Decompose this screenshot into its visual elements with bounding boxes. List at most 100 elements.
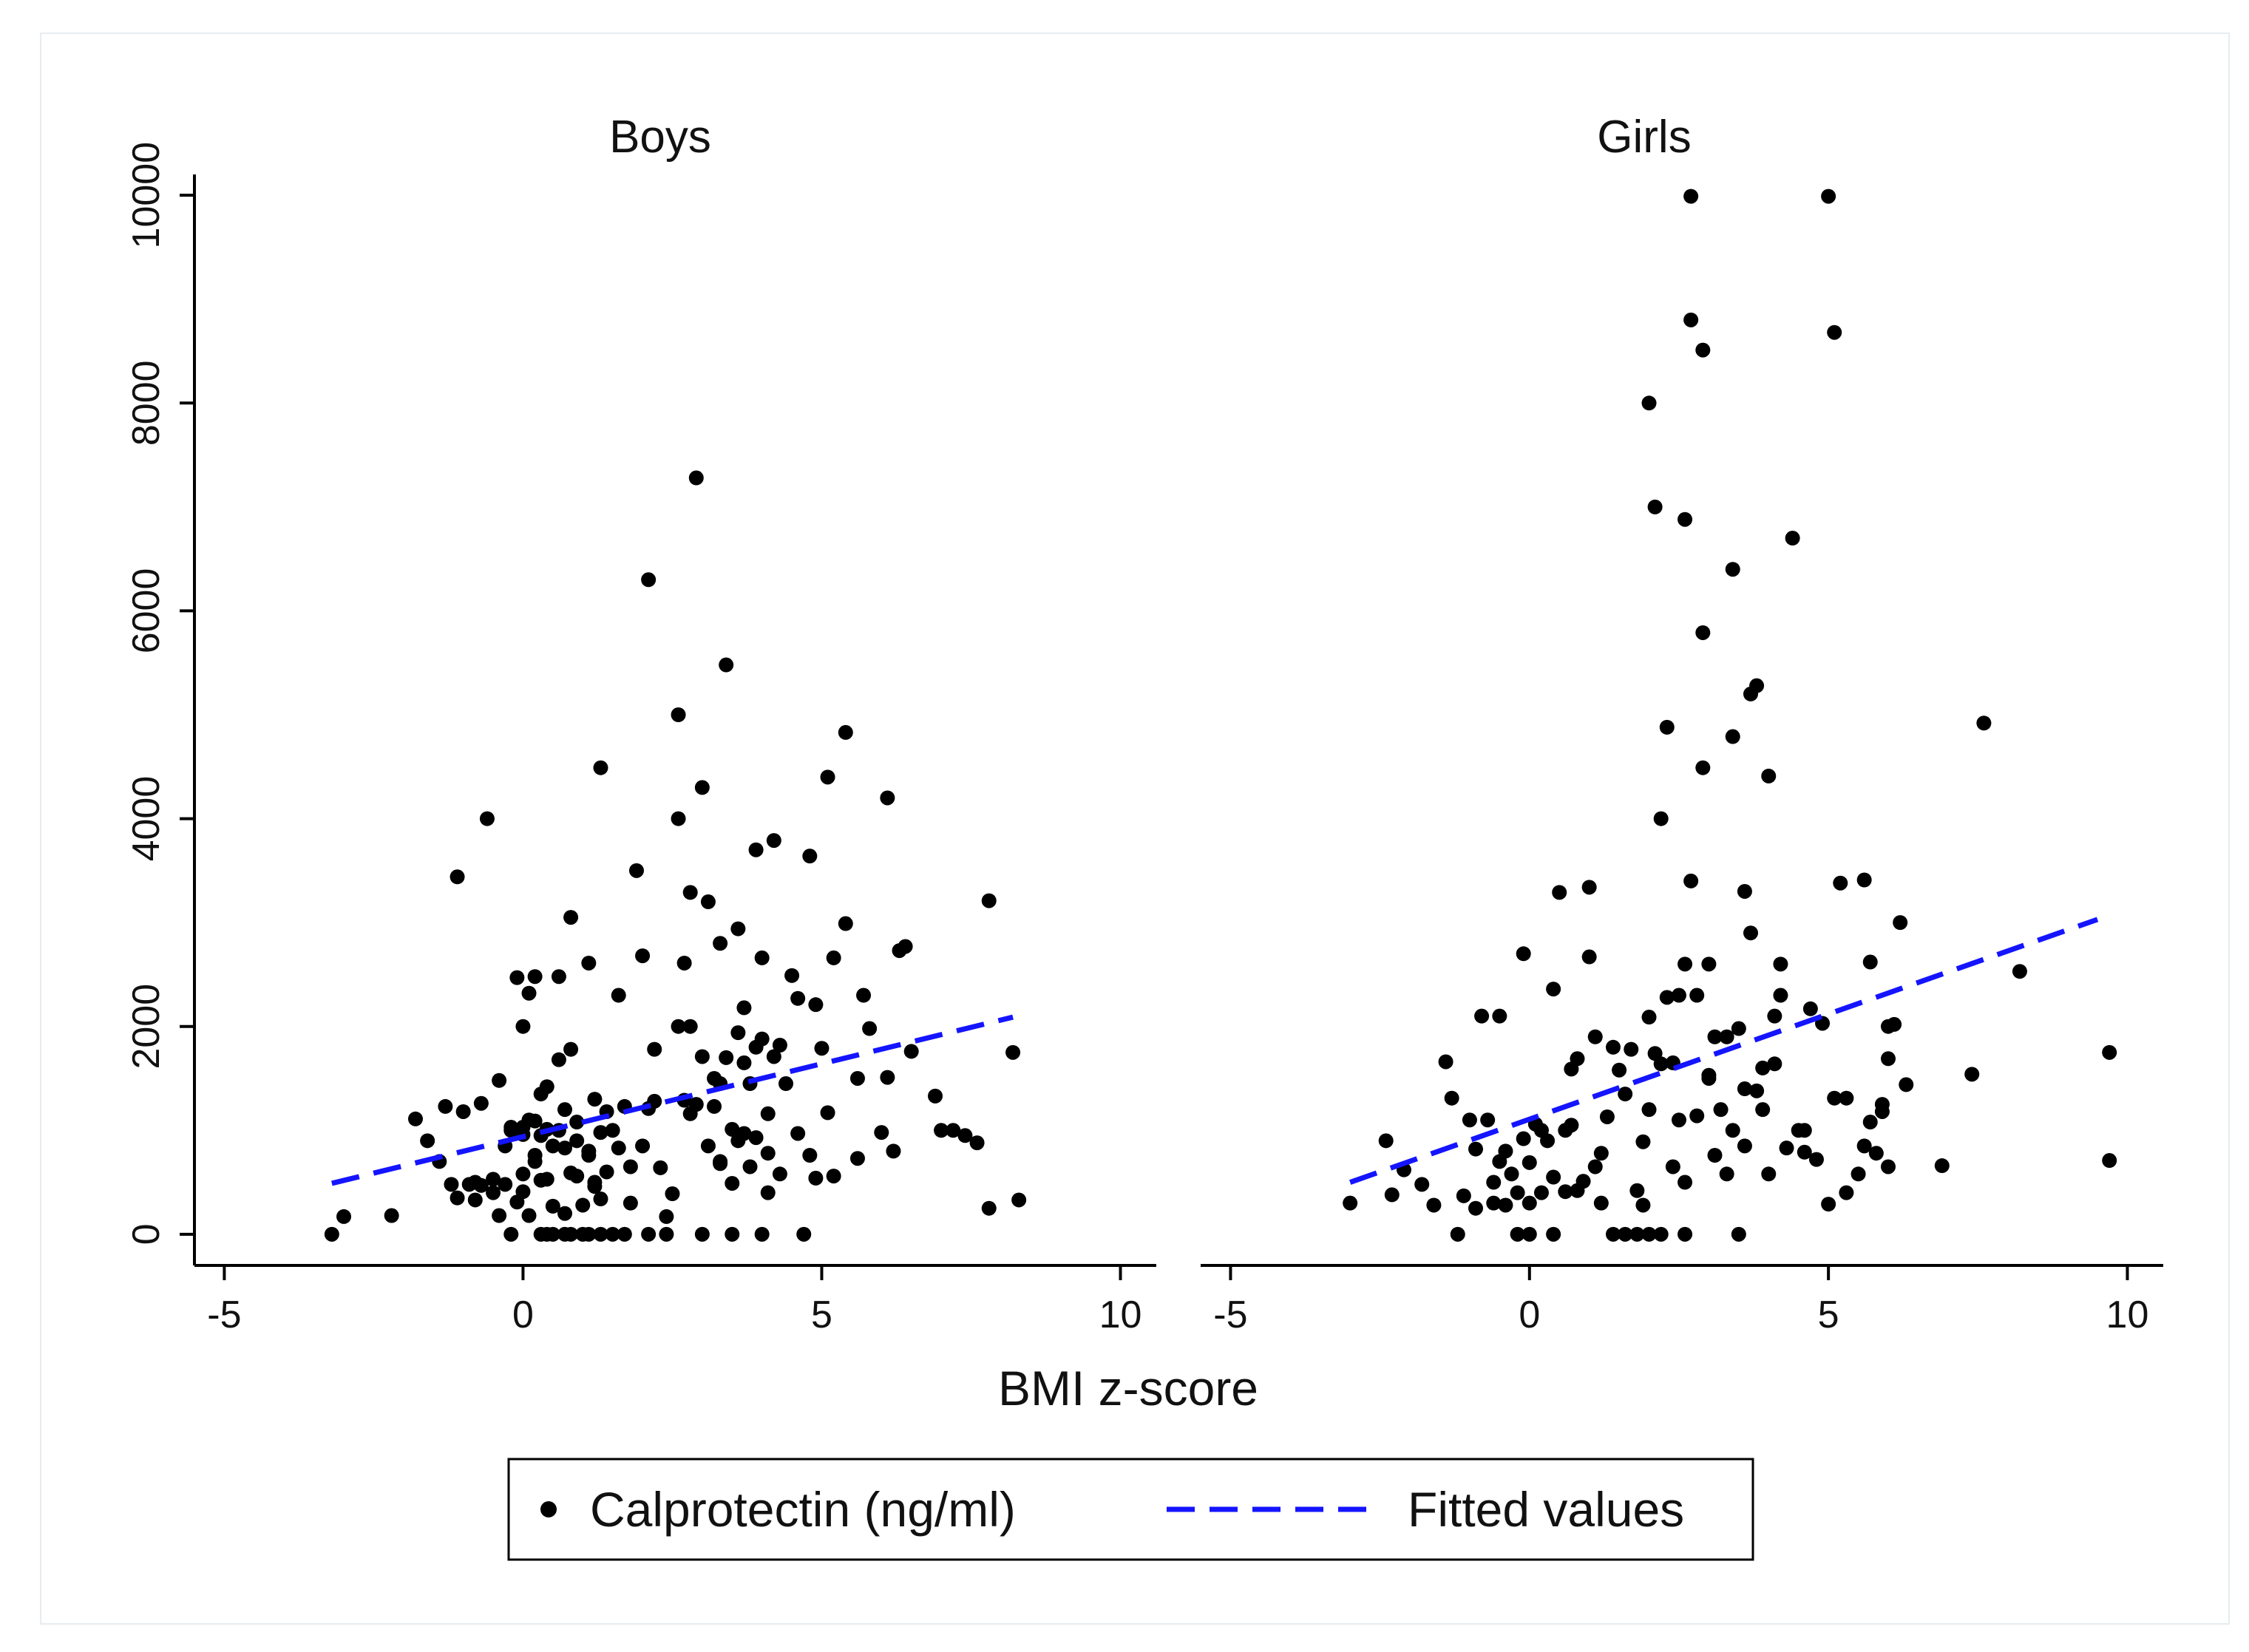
data-point: [1653, 811, 1669, 826]
data-point: [1564, 1118, 1579, 1133]
data-point: [826, 950, 841, 965]
data-point: [1899, 1077, 1914, 1092]
data-point: [533, 1087, 549, 1102]
data-point: [1701, 956, 1717, 972]
scatter-chart: Boys -5 0 5 10 0 2000 4000 6000 8000 10000 Girls …: [125, 112, 2163, 1561]
data-point: [820, 769, 835, 785]
data-point: [730, 1025, 746, 1041]
data-point: [1671, 1112, 1686, 1128]
legend: Calprotectin (ng/ml) Fitted values: [507, 1458, 1754, 1561]
data-point: [802, 1148, 818, 1163]
data-point: [1808, 1152, 1824, 1167]
data-point: [509, 970, 525, 985]
data-point: [713, 1154, 728, 1169]
data-point: [1695, 760, 1711, 775]
data-point: [730, 1133, 746, 1149]
data-point: [587, 1175, 603, 1190]
data-point: [1546, 1226, 1561, 1242]
data-point: [1868, 1146, 1884, 1161]
data-point: [384, 1208, 399, 1223]
data-point: [874, 1125, 889, 1141]
panel-title-girls: Girls: [1597, 112, 1691, 163]
data-point: [653, 1160, 668, 1175]
data-point: [617, 1226, 632, 1242]
data-point: [1522, 1226, 1537, 1242]
data-point: [1653, 1226, 1669, 1242]
data-point: [688, 470, 704, 486]
data-point: [725, 1226, 740, 1242]
data-point: [1641, 1102, 1657, 1118]
data-point: [527, 1113, 543, 1129]
data-point: [1533, 1123, 1549, 1138]
data-point: [539, 1226, 554, 1242]
data-point: [557, 1141, 573, 1156]
data-point: [1581, 949, 1597, 965]
data-point: [1821, 1197, 1836, 1212]
data-point: [671, 811, 686, 826]
data-point: [808, 997, 824, 1013]
data-point: [1581, 880, 1597, 895]
fitted-line: [331, 1014, 1014, 1186]
data-point: [557, 1226, 573, 1242]
data-point: [946, 1123, 961, 1138]
data-point: [790, 990, 806, 1006]
data-point: [1678, 956, 1693, 972]
data-point: [581, 955, 597, 971]
data-point: [1378, 1133, 1394, 1149]
data-point: [557, 1206, 573, 1221]
data-point: [444, 1177, 459, 1192]
data-point: [1743, 925, 1758, 941]
data-point: [593, 1226, 608, 1242]
data-point: [611, 1141, 626, 1156]
panel-girls: Girls -5 0 5 10: [1201, 112, 2163, 1336]
data-point: [1492, 1008, 1507, 1024]
data-point: [647, 1093, 662, 1109]
data-point: [826, 1169, 841, 1184]
x-tick-label: -5: [1213, 1294, 1247, 1336]
data-point: [796, 1226, 812, 1242]
data-point: [808, 1170, 824, 1186]
data-point: [623, 1159, 638, 1175]
data-point: [1719, 1029, 1734, 1044]
data-point: [545, 1138, 560, 1154]
x-tick-label: 5: [1818, 1294, 1839, 1336]
data-point: [527, 969, 543, 985]
data-point: [707, 1098, 722, 1114]
data-point: [1641, 1010, 1657, 1025]
data-point: [1462, 1112, 1477, 1128]
x-tick-label: 10: [1099, 1294, 1142, 1336]
data-point: [1719, 1166, 1734, 1182]
data-point: [1522, 1155, 1537, 1170]
data-point: [1701, 1070, 1717, 1086]
data-point: [928, 1088, 943, 1104]
data-point: [814, 1041, 830, 1056]
data-point: [1641, 1226, 1657, 1242]
data-point: [719, 657, 734, 673]
data-point: [659, 1226, 674, 1242]
data-point: [641, 1226, 657, 1242]
data-point: [820, 1105, 835, 1121]
data-point: [1881, 1051, 1896, 1067]
data-point: [1343, 1195, 1358, 1211]
data-point: [492, 1073, 507, 1088]
legend-label-fitted: Fitted values: [1408, 1482, 1684, 1537]
data-point: [635, 1138, 651, 1154]
data-point: [581, 1143, 597, 1159]
data-point: [593, 1125, 608, 1141]
y-tick-label: 0: [125, 1223, 168, 1245]
data-point: [1934, 1158, 1950, 1174]
data-point: [1606, 1039, 1621, 1055]
data-point: [1533, 1185, 1549, 1200]
data-point: [665, 1186, 680, 1202]
data-point: [479, 811, 495, 826]
data-point: [569, 1115, 585, 1130]
data-point: [587, 1092, 603, 1107]
data-point: [671, 1019, 686, 1034]
data-point: [694, 1226, 710, 1242]
data-point: [880, 1070, 895, 1085]
data-point: [2102, 1044, 2117, 1060]
data-point: [593, 1192, 608, 1207]
data-point: [682, 885, 698, 900]
data-point: [599, 1164, 614, 1180]
data-point: [1570, 1051, 1585, 1067]
